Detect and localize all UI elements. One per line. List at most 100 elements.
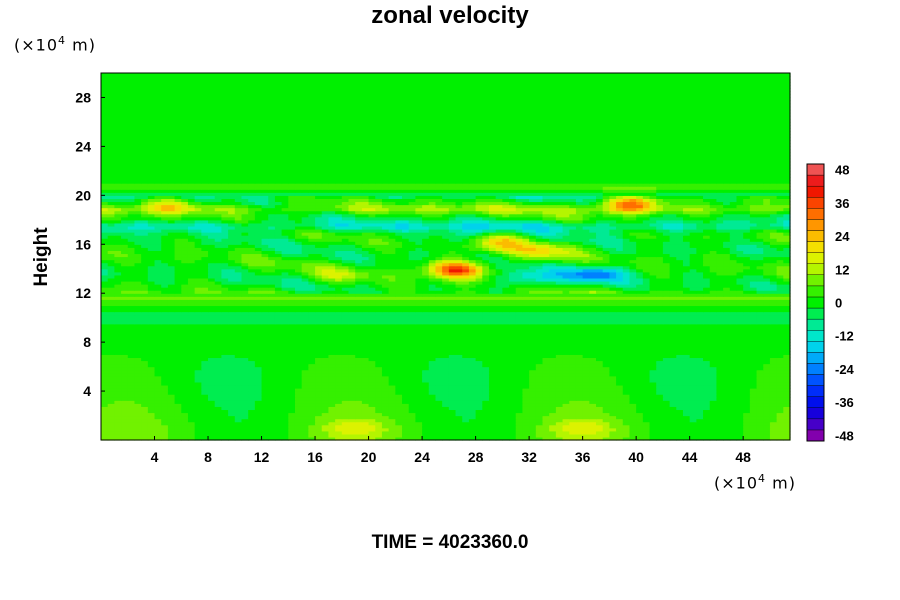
field-cell [294, 302, 303, 307]
field-cell [589, 329, 597, 334]
field-cell [355, 363, 363, 368]
field-cell [234, 348, 243, 352]
field-cell [228, 369, 236, 374]
field-cell [749, 394, 758, 398]
field-cell [756, 433, 764, 438]
field-cell [609, 415, 617, 420]
field-cell [428, 406, 437, 411]
field-cell [368, 412, 376, 417]
field-cell [435, 394, 443, 398]
field-cell [121, 378, 129, 383]
field-cell [348, 290, 356, 294]
field-cell [228, 314, 236, 319]
field-cell [749, 317, 758, 322]
field-cell [482, 384, 490, 389]
field-cell [381, 320, 390, 325]
field-cell [274, 409, 283, 414]
field-cell [415, 403, 423, 407]
field-cell [488, 336, 497, 340]
field-cell [589, 369, 597, 374]
field-cell [783, 418, 791, 423]
field-cell [141, 317, 149, 322]
field-cell [375, 388, 383, 392]
field-cell [776, 427, 784, 432]
field-cell [228, 336, 236, 340]
field-cell [769, 366, 778, 371]
field-cell [368, 366, 376, 371]
field-cell [214, 354, 223, 359]
field-cell [107, 394, 115, 398]
field-cell [288, 372, 296, 377]
field-cell [408, 329, 416, 334]
field-cell [723, 305, 731, 310]
field-cell [723, 351, 731, 355]
field-cell [241, 323, 249, 328]
field-cell [428, 305, 437, 310]
field-cell [101, 363, 109, 368]
field-cell [676, 394, 684, 398]
field-cell [375, 342, 383, 346]
field-cell [208, 339, 216, 343]
field-cell [495, 363, 503, 368]
field-cell [689, 348, 697, 352]
field-cell [281, 424, 289, 429]
field-cell [542, 394, 550, 398]
field-cell [301, 418, 309, 423]
field-cell [723, 339, 731, 343]
field-cell [488, 293, 497, 297]
field-cell [682, 332, 691, 337]
field-cell [107, 348, 115, 352]
field-cell [241, 329, 249, 334]
field-cell [629, 418, 637, 423]
field-cell [127, 320, 136, 325]
field-cell [127, 378, 136, 383]
field-cell [114, 314, 122, 319]
field-cell [274, 415, 283, 420]
field-cell [549, 415, 557, 420]
field-cell [669, 363, 677, 368]
field-cell [261, 375, 269, 380]
field-cell [402, 430, 410, 435]
field-cell [281, 329, 289, 334]
field-cell [515, 354, 524, 359]
field-cell [335, 406, 343, 411]
field-cell [756, 409, 764, 414]
field-cell [729, 314, 738, 319]
field-cell [308, 421, 316, 426]
field-cell [743, 409, 751, 414]
field-cell [134, 326, 142, 331]
field-cell [468, 336, 477, 340]
field-cell [408, 375, 416, 380]
field-cell [134, 348, 142, 352]
field-cell [522, 320, 530, 325]
field-cell [348, 320, 356, 325]
field-cell [676, 397, 684, 401]
field-cell [381, 427, 390, 432]
field-cell [415, 357, 423, 362]
field-cell [549, 424, 557, 429]
field-cell [763, 375, 771, 380]
field-cell [736, 403, 744, 407]
field-cell [455, 323, 463, 328]
field-cell [167, 305, 176, 310]
field-cell [301, 369, 309, 374]
field-cell [482, 412, 490, 417]
field-cell [174, 424, 182, 429]
field-cell [602, 415, 610, 420]
field-cell [355, 424, 363, 429]
field-cell [729, 430, 738, 435]
field-cell [341, 381, 350, 386]
field-cell [114, 354, 122, 359]
field-cell [555, 342, 564, 346]
field-cell [636, 375, 644, 380]
field-cell [656, 323, 664, 328]
field-cell [455, 372, 463, 377]
field-cell [355, 372, 363, 377]
field-cell [368, 323, 376, 328]
field-cell [482, 366, 490, 371]
field-cell [743, 332, 751, 337]
field-cell [415, 424, 423, 429]
field-cell [248, 351, 256, 355]
field-cell [549, 323, 557, 328]
